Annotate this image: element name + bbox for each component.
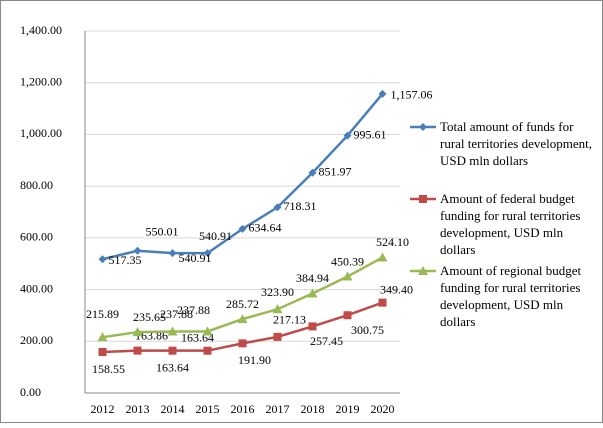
data-label: 524.10: [376, 235, 409, 249]
y-tick-label: 0.00: [20, 385, 41, 399]
data-label: 349.40: [380, 282, 413, 296]
x-tick-label: 2012: [91, 402, 115, 416]
legend-label: Amount of federal budget funding for rur…: [440, 191, 581, 257]
point: [378, 298, 387, 307]
x-tick-label: 2014: [161, 402, 185, 416]
point: [342, 271, 353, 281]
data-label: 540.91: [199, 229, 232, 243]
x-tick-label: 2019: [336, 402, 360, 416]
legend-marker: [418, 266, 428, 275]
point: [203, 346, 212, 355]
data-label: 191.90: [238, 353, 271, 367]
point: [237, 314, 248, 324]
point: [377, 252, 388, 262]
y-tick-label: 1,200.00: [20, 74, 62, 88]
point: [343, 311, 352, 320]
data-label: 237.88: [160, 307, 193, 321]
data-label: 158.55: [92, 362, 125, 376]
data-label: 1,157.06: [391, 88, 433, 102]
data-label: 257.45: [310, 334, 343, 348]
point: [168, 346, 177, 355]
point: [238, 224, 247, 233]
point: [168, 249, 177, 258]
point: [273, 203, 282, 212]
x-tick-label: 2015: [196, 402, 220, 416]
point: [273, 332, 282, 341]
x-tick-label: 2016: [231, 402, 255, 416]
point: [307, 288, 318, 298]
data-label: 163.64: [156, 360, 189, 374]
point: [378, 89, 387, 98]
data-label: 718.31: [284, 199, 317, 213]
legend-label: Amount of regional budget funding for ru…: [440, 263, 582, 329]
data-label: 995.61: [354, 127, 387, 141]
data-label: 237.88: [177, 303, 210, 317]
data-label: 217.13: [273, 313, 306, 327]
data-label: 517.35: [109, 253, 142, 267]
data-label: 285.72: [226, 297, 259, 311]
legend-label: Total amount of funds for rural territor…: [440, 119, 592, 168]
point: [238, 339, 247, 348]
data-label: 851.97: [319, 164, 352, 178]
point: [167, 326, 178, 336]
data-label: 215.89: [86, 307, 119, 321]
data-label: 634.64: [249, 221, 282, 235]
y-tick-label: 600.00: [20, 230, 53, 244]
data-label: 540.91: [179, 251, 212, 265]
point: [133, 246, 142, 255]
point: [272, 304, 283, 314]
point: [97, 332, 108, 342]
data-label: 235.65: [133, 310, 166, 324]
data-label: 323.90: [261, 285, 294, 299]
y-tick-label: 800.00: [20, 178, 53, 192]
point: [98, 348, 107, 357]
data-label: 300.75: [351, 323, 384, 337]
legend-marker: [419, 123, 427, 131]
x-tick-label: 2018: [301, 402, 325, 416]
y-tick-label: 1,400.00: [20, 23, 62, 37]
point: [133, 346, 142, 355]
x-tick-label: 2017: [266, 402, 290, 416]
data-label: 550.01: [146, 225, 179, 239]
point: [98, 255, 107, 264]
data-label: 450.39: [331, 254, 364, 268]
point: [308, 322, 317, 331]
y-tick-label: 1,000.00: [20, 126, 62, 140]
y-tick-label: 200.00: [20, 333, 53, 347]
legend-marker: [419, 195, 427, 203]
point: [343, 131, 352, 140]
data-label: 384.94: [296, 271, 329, 285]
x-tick-label: 2020: [371, 402, 395, 416]
x-tick-label: 2013: [126, 402, 150, 416]
point: [202, 326, 213, 336]
point: [308, 168, 317, 177]
point: [132, 327, 143, 337]
point: [203, 249, 212, 258]
y-tick-label: 400.00: [20, 281, 53, 295]
